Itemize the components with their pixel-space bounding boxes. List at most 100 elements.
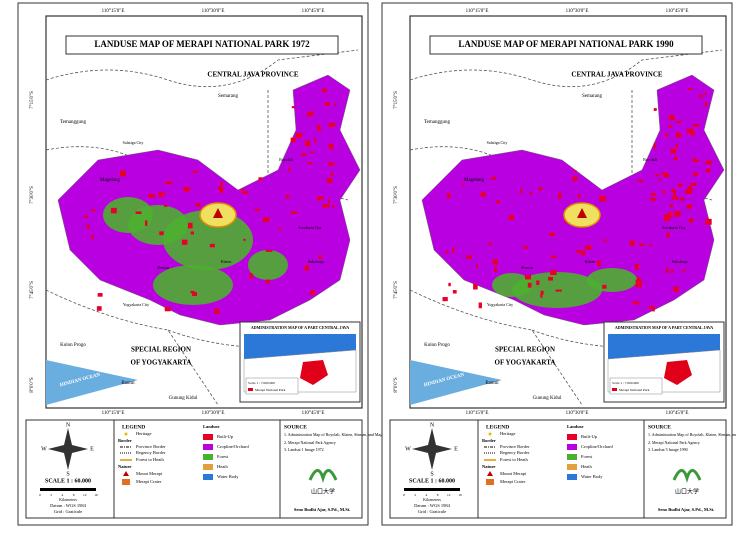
built-up-area <box>190 290 195 294</box>
built-up-area <box>445 250 449 254</box>
built-up-area <box>285 194 290 199</box>
forest-area <box>587 268 637 292</box>
compass-letter: N <box>66 422 71 428</box>
built-up-area <box>491 176 496 180</box>
built-up-area <box>706 168 711 173</box>
scale-unit: Kilometers <box>423 497 441 502</box>
legend-item: Mount Merapi <box>136 471 163 476</box>
landuse-swatch <box>567 444 577 450</box>
built-up-area <box>650 197 656 202</box>
place-label: Sukoharjo <box>308 259 324 264</box>
built-up-area <box>318 255 323 259</box>
legend-item: Province Border <box>500 444 530 449</box>
landuse-swatch <box>567 464 577 470</box>
logo-mark <box>308 469 338 484</box>
built-up-area <box>328 143 334 150</box>
compass-letter: S <box>66 471 69 477</box>
built-up-area <box>452 247 455 253</box>
built-up-area <box>478 302 482 309</box>
built-up-area <box>679 197 685 201</box>
built-up-area <box>148 193 156 198</box>
compass-rose <box>412 428 452 470</box>
built-up-area <box>597 260 601 267</box>
built-up-area <box>135 211 142 214</box>
built-up-area <box>652 308 655 312</box>
landuse-swatch <box>567 434 577 440</box>
inset-legend-box <box>245 377 299 395</box>
built-up-area <box>664 133 669 137</box>
built-up-area <box>333 103 336 106</box>
built-up-area <box>662 190 666 194</box>
built-up-area <box>536 280 540 285</box>
built-up-area <box>650 193 656 197</box>
built-up-area <box>119 170 126 177</box>
compass-letter: N <box>430 422 435 428</box>
built-up-area <box>548 276 553 281</box>
place-label: Semarang <box>218 94 238 99</box>
built-up-area <box>301 153 307 156</box>
compass-rose <box>48 428 88 470</box>
built-up-area <box>673 190 677 197</box>
built-up-area <box>307 162 312 165</box>
built-up-area <box>672 188 675 192</box>
built-up-area <box>520 188 523 194</box>
built-up-area <box>666 232 670 239</box>
lat-label: 7°45'0"S <box>30 281 35 299</box>
built-up-area <box>480 192 487 197</box>
legend-item: Mount Merapi <box>500 471 527 476</box>
built-up-area <box>529 192 533 195</box>
source-item: 2. Merapi National Park Agency <box>284 440 336 445</box>
built-up-area <box>574 170 577 173</box>
built-up-area <box>97 293 103 297</box>
built-up-area <box>330 172 334 177</box>
lon-label: 110°15'0"E <box>466 411 489 416</box>
built-up-area <box>661 172 669 176</box>
built-up-area <box>682 269 686 272</box>
built-up-area <box>164 204 168 207</box>
built-up-area <box>668 125 672 128</box>
built-up-area <box>675 134 682 138</box>
place-label: Yogyakarta City <box>487 302 513 307</box>
built-up-area <box>96 306 102 311</box>
legend-item: Cropline/Orchard <box>581 444 613 449</box>
built-up-area <box>670 269 674 273</box>
landuse-swatch <box>203 464 213 470</box>
built-up-area <box>192 170 198 173</box>
built-up-area <box>158 192 165 197</box>
built-up-area <box>648 305 655 310</box>
built-up-area <box>635 284 643 288</box>
built-up-area <box>220 181 223 186</box>
legend-heading: Landuse <box>203 424 220 429</box>
place-label: Magelang <box>464 178 484 183</box>
built-up-area <box>632 301 640 305</box>
built-up-area <box>674 210 681 217</box>
built-up-area <box>91 209 96 212</box>
built-up-area <box>295 132 303 138</box>
built-up-area <box>310 151 314 154</box>
built-up-area <box>692 172 699 177</box>
author: Seno Budhi Ajar, S.Pd., M.Si. <box>294 507 350 512</box>
built-up-area <box>693 123 700 127</box>
built-up-area <box>540 294 543 298</box>
built-up-area <box>629 240 635 246</box>
inset-title: ADMINISTRATION MAP OF A PART CENTRAL JAV… <box>251 325 349 330</box>
built-up-area <box>577 194 581 199</box>
place-label: Boyolali <box>279 157 294 162</box>
built-up-area <box>326 177 333 184</box>
scale-label: SCALE 1 : 60.000 <box>45 478 91 484</box>
map-panel: LANDUSE MAP OF MERAPI NATIONAL PARK 1972… <box>17 2 391 526</box>
legend-item: Heath <box>581 464 592 469</box>
built-up-area <box>322 204 330 208</box>
compass-letter: E <box>454 446 458 452</box>
built-up-area <box>165 181 173 185</box>
built-up-area <box>254 208 260 212</box>
inset-legend-swatch <box>612 388 617 391</box>
built-up-area <box>447 193 451 199</box>
landuse-swatch <box>203 434 213 440</box>
inset-legend: Scale 1 : 7.000.000 <box>248 381 275 385</box>
scale-tick: 4 <box>426 493 428 497</box>
built-up-area <box>164 306 171 312</box>
scale-tick: 0 <box>403 493 405 497</box>
legend-item: Water Body <box>217 474 239 479</box>
